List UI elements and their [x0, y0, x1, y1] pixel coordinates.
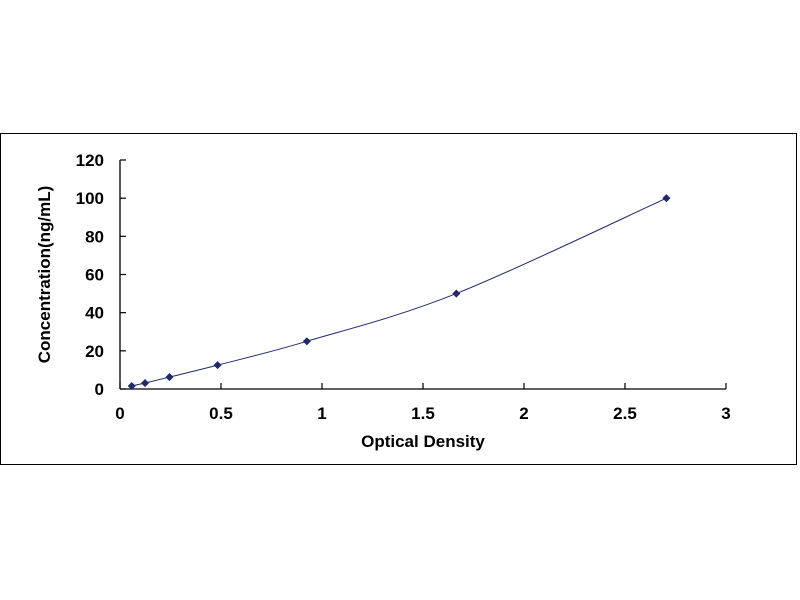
data-point [302, 337, 311, 346]
x-axis-title: Optical Density [361, 432, 485, 451]
y-tick-label: 40 [85, 304, 104, 323]
fit-curve [131, 197, 667, 387]
y-tick-label: 20 [85, 342, 104, 361]
chart-frame [0, 133, 797, 465]
data-point [213, 361, 222, 370]
axes [119, 160, 726, 390]
data-point [662, 194, 671, 203]
data-point [127, 381, 136, 391]
data-point [165, 373, 174, 382]
data-points [127, 194, 671, 391]
data-point [452, 289, 461, 298]
tick-marks [119, 159, 727, 390]
x-tick-label: 3 [721, 404, 730, 423]
x-tick-label: 2.5 [613, 404, 637, 423]
y-tick-label: 60 [85, 266, 104, 285]
x-tick-label: 0 [115, 404, 124, 423]
y-tick-label: 120 [76, 151, 104, 170]
x-tick-label: 1.5 [411, 404, 435, 423]
y-tick-label: 80 [85, 227, 104, 246]
tick-labels: 0 0.5 1 1.5 2 2.5 3 0 20 40 60 80 100 120 [76, 151, 731, 423]
data-point [141, 379, 150, 388]
y-tick-label: 100 [76, 189, 104, 208]
x-tick-label: 1 [317, 404, 326, 423]
x-tick-label: 2 [519, 404, 528, 423]
y-tick-label: 0 [95, 380, 104, 399]
x-tick-label: 0.5 [209, 404, 233, 423]
y-axis-title: Concentration(ng/mL) [35, 186, 54, 364]
